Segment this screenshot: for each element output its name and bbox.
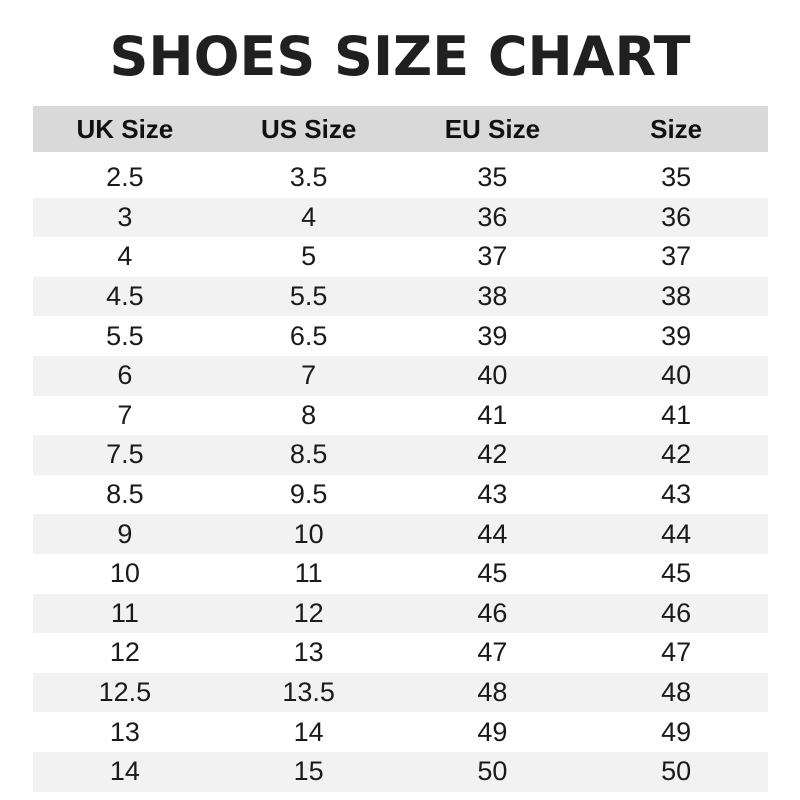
table-row: 11 12 46 46 [33,593,768,634]
eu-size-cell: 50 [477,756,508,787]
uk-size-cell: 12 [109,637,140,668]
table-row: 3 4 36 36 [33,197,768,238]
size-cell: 41 [661,399,692,430]
table-row: 12 13 47 47 [33,633,768,673]
table-row: 4.5 5.5 38 38 [33,276,768,317]
us-size-cell: 9.5 [289,479,328,510]
eu-size-cell: 36 [477,201,508,232]
table-row: 5.5 6.5 39 39 [33,316,768,356]
us-size-cell: 14 [293,716,324,747]
eu-size-cell: 44 [477,518,508,549]
table-body: 2.5 3.5 35 35 3 4 36 36 4 5 37 37 4.5 5.5 38 38 5.5 6.5 39… [33,158,768,792]
size-cell: 47 [661,637,692,668]
eu-size-cell: 42 [477,439,508,470]
us-size-cell: 15 [293,756,324,787]
size-cell: 46 [661,597,692,628]
eu-size-cell: 41 [477,399,508,430]
page-title: SHOES SIZE CHART [109,25,691,88]
size-cell: 38 [661,281,692,312]
eu-size-cell: 46 [477,597,508,628]
size-cell: 42 [661,439,692,470]
eu-size-cell: 49 [477,716,508,747]
table-row: 8.5 9.5 43 43 [33,475,768,515]
table-header-row: UK Size US Size EU Size Size [33,106,768,152]
uk-size-cell: 14 [109,756,140,787]
uk-size-cell: 3 [117,201,133,232]
us-size-cell: 7 [301,360,317,391]
table-row: 10 11 45 45 [33,554,768,594]
uk-size-cell: 9 [117,518,133,549]
eu-size-cell: 38 [477,281,508,312]
us-size-cell: 11 [294,558,323,589]
uk-size-cell: 7 [117,399,133,430]
size-cell: 44 [661,518,692,549]
size-table: UK Size US Size EU Size Size 2.5 3.5 35 35 3… [33,106,768,792]
uk-size-cell: 12.5 [98,677,152,708]
size-cell: 43 [661,479,692,510]
table-row: 7.5 8.5 42 42 [33,435,768,475]
eu-size-cell: 47 [477,637,508,668]
uk-size-cell: 10 [109,558,140,589]
table-row: 9 10 44 44 [33,514,768,554]
uk-size-cell: 5.5 [106,320,144,351]
size-cell: 50 [661,756,692,787]
size-cell: 39 [661,320,692,351]
header-eu-size: EU Size [444,113,541,144]
us-size-cell: 8.5 [289,439,328,470]
header-uk-size: UK Size [76,113,174,144]
eu-size-cell: 37 [477,241,508,272]
size-cell: 45 [661,558,692,589]
uk-size-cell: 6 [117,360,133,391]
uk-size-cell: 7.5 [106,439,144,470]
header-us-size: US Size [260,113,357,144]
table-row: 4 5 37 37 [33,237,768,277]
us-size-cell: 13 [293,637,324,668]
us-size-cell: 3.5 [289,162,328,193]
uk-size-cell: 4 [117,241,133,272]
us-size-cell: 5 [301,241,317,272]
table-row: 14 15 50 50 [33,751,768,792]
table-row: 13 14 49 49 [33,712,768,752]
eu-size-cell: 45 [477,558,508,589]
table-row: 7 8 41 41 [33,396,768,436]
size-cell: 36 [661,201,692,232]
uk-size-cell: 13 [109,716,140,747]
table-row: 12.5 13.5 48 48 [33,672,768,713]
eu-size-cell: 39 [477,320,508,351]
size-cell: 37 [661,241,692,272]
uk-size-cell: 2.5 [106,162,144,193]
eu-size-cell: 43 [477,479,508,510]
size-cell: 40 [661,360,692,391]
table-row: 2.5 3.5 35 35 [33,158,768,198]
size-cell: 48 [661,677,692,708]
us-size-cell: 12 [293,597,324,628]
eu-size-cell: 48 [477,677,508,708]
uk-size-cell: 8.5 [106,479,144,510]
uk-size-cell: 4.5 [106,281,144,312]
us-size-cell: 10 [293,518,324,549]
eu-size-cell: 35 [477,162,508,193]
us-size-cell: 8 [301,399,317,430]
uk-size-cell: 11 [110,597,139,628]
us-size-cell: 13.5 [282,677,335,708]
eu-size-cell: 40 [477,360,508,391]
size-cell: 49 [661,716,692,747]
us-size-cell: 5.5 [289,281,328,312]
us-size-cell: 6.5 [289,320,328,351]
size-cell: 35 [661,162,692,193]
header-size: Size [650,113,703,144]
us-size-cell: 4 [301,201,317,232]
table-row: 6 7 40 40 [33,355,768,396]
